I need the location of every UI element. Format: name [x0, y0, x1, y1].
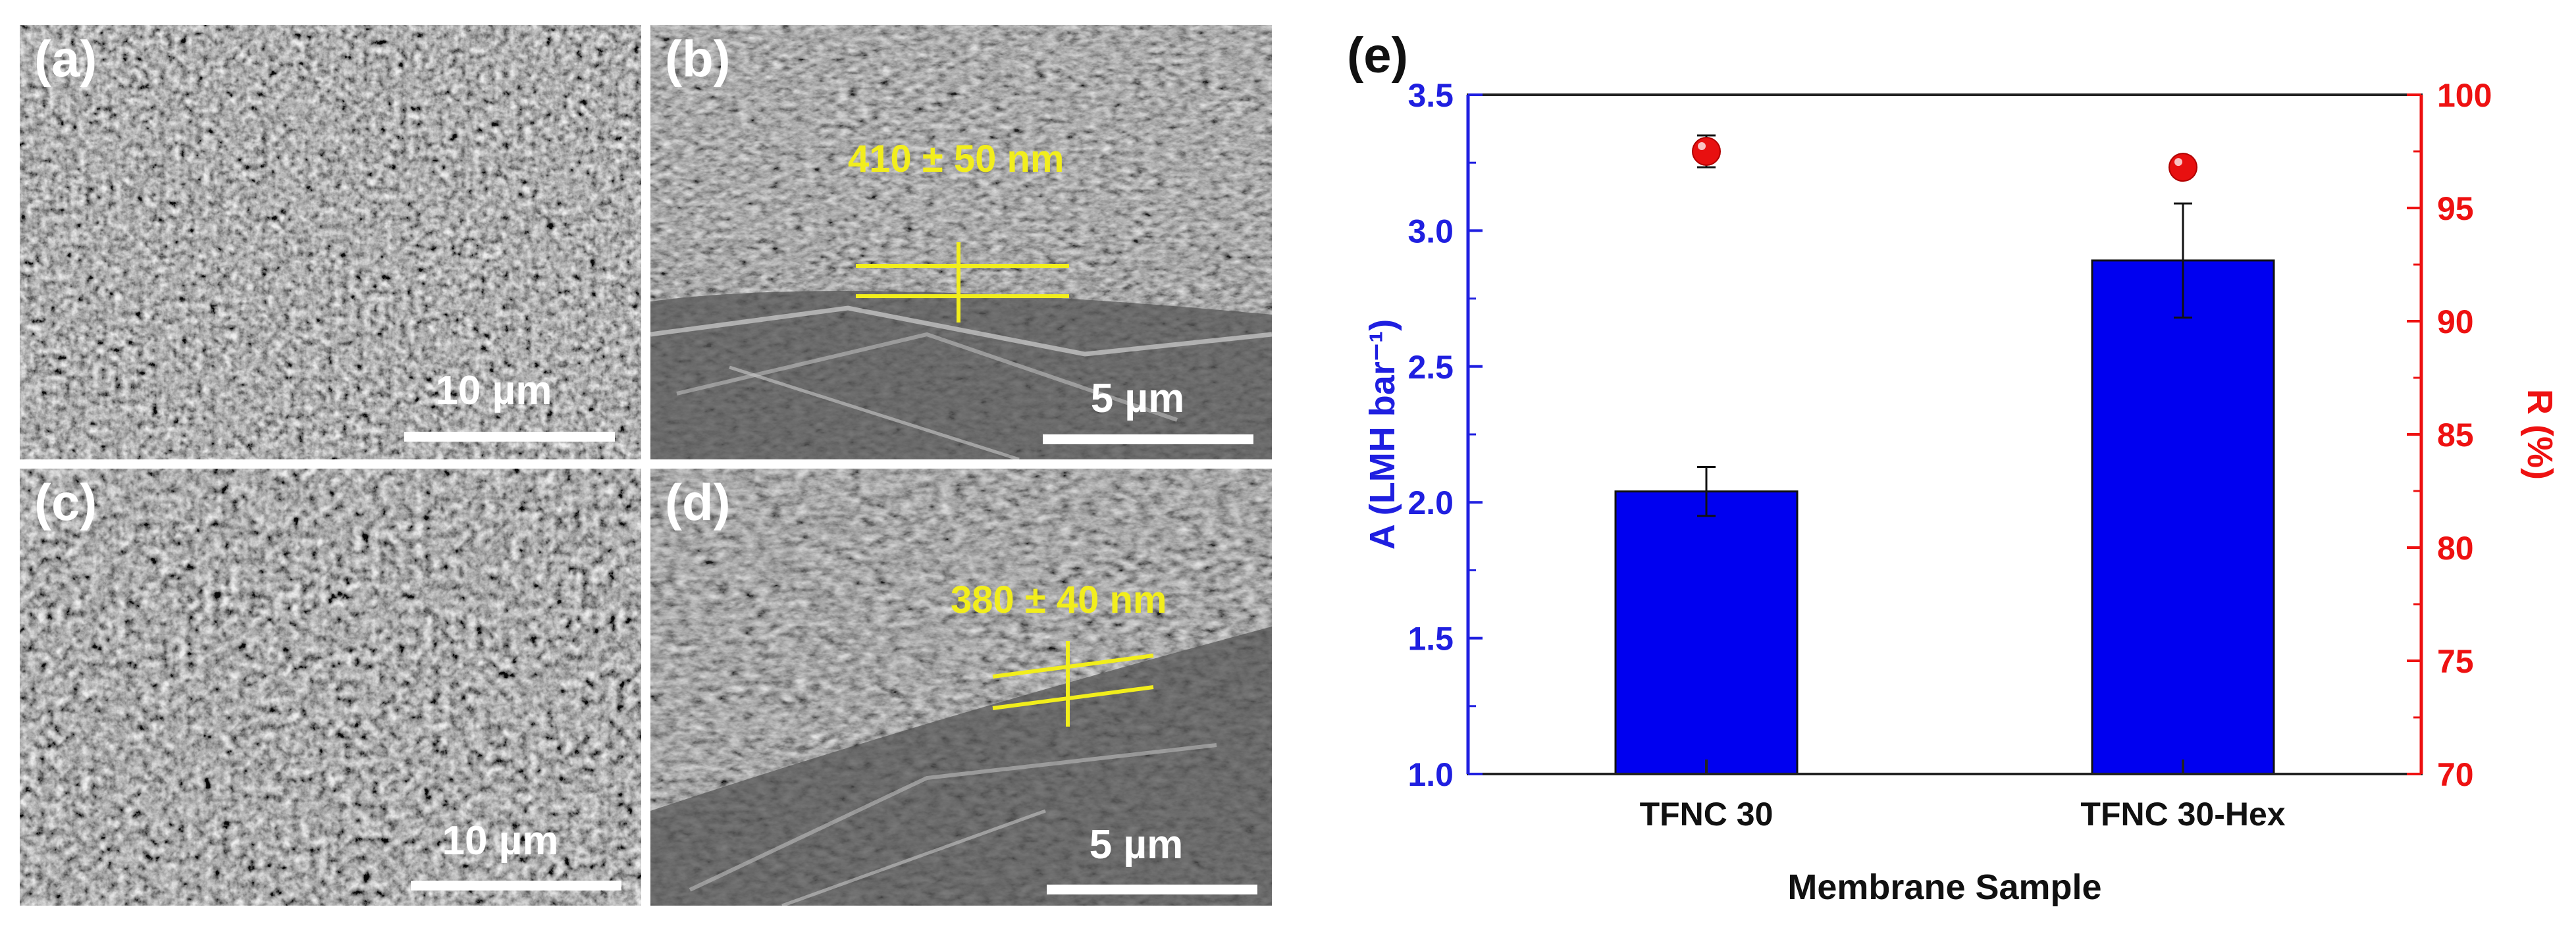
bar-1: [2091, 259, 2275, 775]
sem-image-c: [20, 469, 641, 906]
right-tick-label-1: 75: [2437, 643, 2474, 680]
scale-bar-label-c: 10 µm: [442, 818, 559, 864]
left-tick-label-0: 1.0: [1407, 756, 1454, 793]
left-tick-label-2: 2.0: [1407, 484, 1454, 521]
left-tick-label-3: 2.5: [1407, 349, 1454, 386]
chart-panel-label: (e): [1347, 28, 1408, 84]
left-tick-label-1: 1.5: [1407, 621, 1454, 658]
bar-0: [1614, 490, 1799, 775]
point-1: [2169, 153, 2197, 182]
sem-image-d: [650, 469, 1272, 906]
left-axis-title: A (LMH bar⁻¹): [1363, 319, 1402, 550]
scale-bar-a: [404, 432, 615, 442]
scale-bar-label-a: 10 µm: [435, 368, 552, 413]
x-axis-title: Membrane Sample: [1787, 867, 2101, 907]
right-tick-label-6: 100: [2437, 77, 2492, 114]
panel-label-d: (d): [665, 473, 731, 531]
right-tick-label-3: 85: [2437, 417, 2474, 453]
sem-image-a: [20, 25, 641, 459]
left-tick-label-4: 3.0: [1407, 213, 1454, 249]
point-highlight-1: [2174, 158, 2182, 167]
scale-bar-label-b: 5 µm: [1090, 376, 1185, 421]
sem-panel-b: (b) 410 ± 50 nm 5 µm: [650, 25, 1272, 459]
panel-label-b: (b): [665, 30, 731, 88]
thickness-marker-d: [992, 641, 1154, 727]
plot-frame: [1467, 93, 2423, 775]
right-tick-label-2: 80: [2437, 530, 2474, 567]
chart-panel-e: (e) 1.0 1.5 2.0 2.5 3.0 3.5 70 75 80 85 90 95 100 TFN…: [1310, 0, 2576, 927]
right-axis-title: R (%): [2520, 389, 2560, 480]
panel-label-c: (c): [34, 473, 97, 531]
thickness-label-d: 380 ± 40 nm: [951, 579, 1167, 621]
right-tick-label-5: 95: [2437, 190, 2474, 227]
chart: (e) 1.0 1.5 2.0 2.5 3.0 3.5 70 75 80 85 90 95 100 TFN…: [1347, 28, 2560, 907]
thickness-label-b: 410 ± 50 nm: [848, 138, 1065, 180]
scale-bar-d: [1047, 885, 1257, 894]
right-tick-label-0: 70: [2437, 756, 2474, 793]
sem-panel-d: (d) 380 ± 40 nm 5 µm: [650, 469, 1272, 906]
x-tick-label-0: TFNC 30: [1640, 796, 1774, 833]
scale-bar-b: [1043, 434, 1253, 444]
scale-bar-c: [411, 881, 621, 891]
sem-image-b: [650, 25, 1272, 459]
panel-label-a: (a): [34, 30, 97, 88]
sem-panel-a: (a) 10 µm: [20, 25, 641, 459]
sem-panel-c: (c) 10 µm: [20, 469, 641, 906]
thickness-marker-b: [856, 242, 1069, 323]
scale-bar-label-d: 5 µm: [1089, 822, 1184, 867]
x-tick-label-1: TFNC 30-Hex: [2080, 796, 2285, 833]
left-tick-label-5: 3.5: [1407, 77, 1454, 114]
point-0: [1692, 137, 1721, 166]
right-tick-label-4: 90: [2437, 303, 2474, 340]
point-highlight-0: [1698, 142, 1706, 150]
